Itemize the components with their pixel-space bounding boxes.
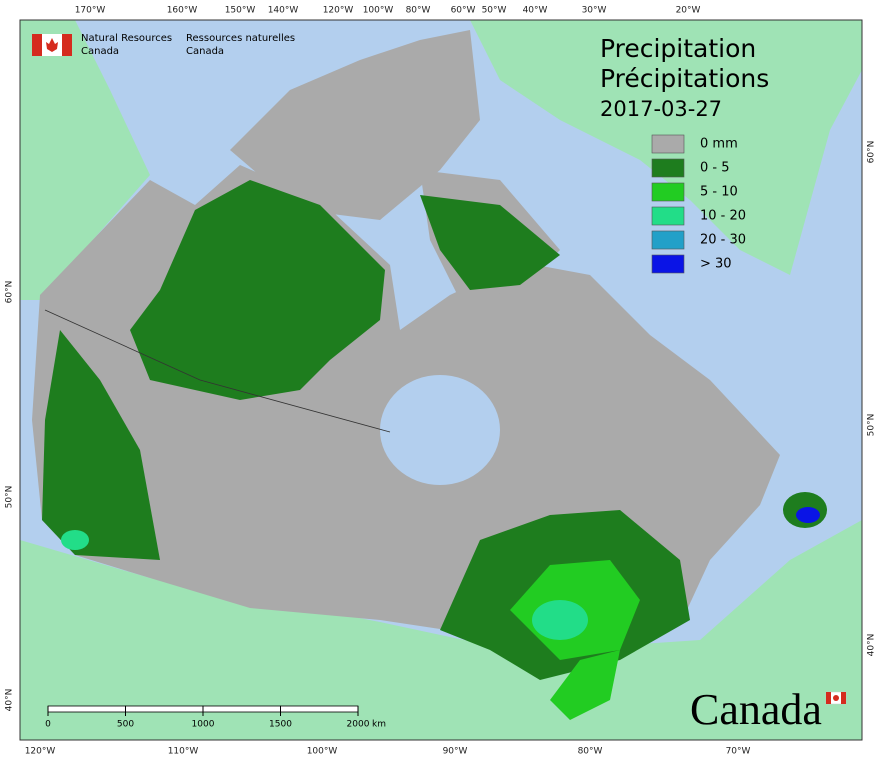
precip-west — [42, 330, 160, 560]
scale-label: 500 — [117, 720, 134, 730]
right-label: 50°N — [867, 414, 877, 437]
scale-label: 1500 — [269, 720, 292, 730]
header-en: Natural Resources — [81, 33, 172, 44]
legend-swatch — [651, 134, 685, 154]
left-label: 50°N — [5, 486, 15, 509]
wordmark-flag-bar — [826, 692, 831, 704]
precip-east-high — [532, 600, 588, 640]
legend-label: 5 - 10 — [700, 185, 738, 200]
scale-segment — [280, 705, 359, 713]
wordmark-flag-leaf — [833, 695, 839, 701]
legend-label: 10 - 20 — [700, 209, 746, 224]
flag-bar — [32, 34, 42, 56]
legend-label: 0 mm — [700, 137, 738, 152]
top-label: 140°W — [268, 6, 299, 16]
scale-bar: 0 500 1000 1500 2000 km — [45, 705, 386, 730]
legend-swatch — [651, 182, 685, 202]
title: Precipitation — [600, 34, 756, 63]
precip-bc — [61, 530, 89, 550]
top-label: 80°W — [406, 6, 431, 16]
graticule: 170°W 160°W 150°W 140°W 120°W 100°W 80°W 60°W 50… — [5, 6, 877, 757]
bottom-label: 80°W — [578, 747, 603, 757]
top-label: 160°W — [167, 6, 198, 16]
header-fr: Ressources naturelles — [186, 33, 295, 44]
date: 2017-03-27 — [600, 97, 722, 121]
wordmark-flag-bar — [841, 692, 846, 704]
top-label: 100°W — [363, 6, 394, 16]
header-en: Canada — [81, 46, 119, 57]
wordmark-text: Canada — [690, 685, 822, 734]
top-label: 150°W — [225, 6, 256, 16]
scale-segment — [125, 705, 204, 713]
top-label: 170°W — [75, 6, 106, 16]
title: Précipitations — [600, 64, 769, 93]
usa — [20, 520, 862, 740]
alaska — [20, 20, 150, 300]
scale-label: 2000 — [347, 720, 370, 730]
bottom-label: 90°W — [443, 747, 468, 757]
bottom-label: 100°W — [307, 747, 338, 757]
top-label: 50°W — [482, 6, 507, 16]
legend-label: > 30 — [700, 257, 732, 272]
legend-label: 0 - 5 — [700, 161, 730, 176]
top-label: 60°W — [451, 6, 476, 16]
hudson-bay — [380, 375, 500, 485]
border-line — [44, 309, 391, 433]
map-area — [19, 19, 863, 741]
flag-leaf — [46, 38, 58, 52]
precip-ontario — [550, 650, 620, 720]
legend: 0 mm 0 - 5 5 - 10 10 - 20 20 - 30 > 30 — [651, 134, 746, 274]
top-label: 20°W — [676, 6, 701, 16]
legend-swatch — [651, 206, 685, 226]
left-label: 60°N — [5, 281, 15, 304]
scale-unit: km — [372, 720, 386, 730]
right-label: 40°N — [867, 634, 877, 657]
legend-swatch — [651, 230, 685, 250]
legend-label: 20 - 30 — [700, 233, 746, 248]
bottom-label: 70°W — [726, 747, 751, 757]
nrcan-header: Natural Resources Canada Ressources natu… — [32, 33, 295, 57]
precip-nfld-high — [796, 507, 820, 523]
scale-label: 0 — [45, 720, 51, 730]
left-label: 40°N — [5, 689, 15, 712]
legend-swatch — [651, 158, 685, 178]
scale-segment — [202, 705, 281, 713]
bottom-label: 110°W — [168, 747, 199, 757]
wordmark: Canada — [690, 685, 847, 734]
scale-label: 1000 — [192, 720, 215, 730]
legend-swatch — [651, 254, 685, 274]
flag-bar — [62, 34, 72, 56]
bottom-label: 120°W — [25, 747, 56, 757]
header-fr: Canada — [186, 46, 224, 57]
arctic-islands — [230, 30, 480, 220]
precip-baffin — [420, 195, 560, 290]
top-label: 30°W — [582, 6, 607, 16]
top-label: 120°W — [323, 6, 354, 16]
precip-north — [130, 180, 385, 400]
scale-segment — [47, 705, 126, 713]
map-frame — [19, 19, 863, 741]
top-label: 40°W — [523, 6, 548, 16]
right-label: 60°N — [867, 141, 877, 164]
